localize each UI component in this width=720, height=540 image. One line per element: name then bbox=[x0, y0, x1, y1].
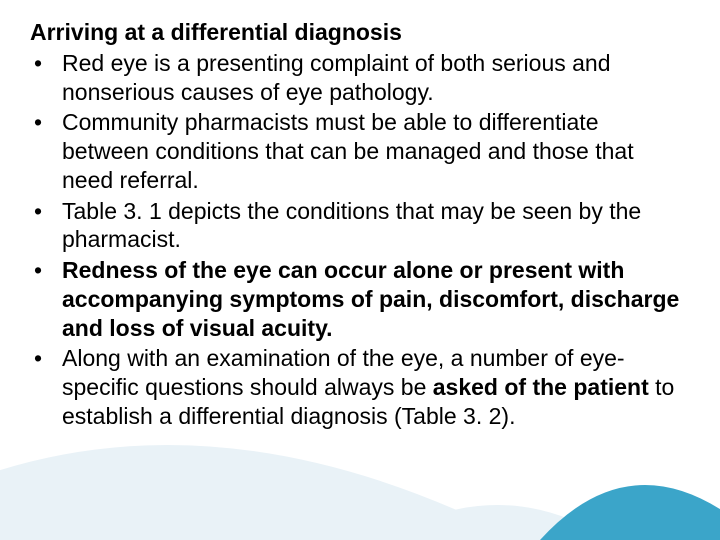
text-bold: Redness of the eye can occur alone or pr… bbox=[62, 257, 679, 341]
text-pre: Community pharmacists must be able to di… bbox=[62, 109, 634, 193]
list-item: • Along with an examination of the eye, … bbox=[30, 344, 690, 430]
list-item: • Community pharmacists must be able to … bbox=[30, 108, 690, 194]
slide: Arriving at a differential diagnosis • R… bbox=[0, 0, 720, 540]
bullet-text: Redness of the eye can occur alone or pr… bbox=[62, 256, 690, 342]
bullet-marker: • bbox=[30, 49, 62, 107]
bullet-text: Community pharmacists must be able to di… bbox=[62, 108, 690, 194]
bullet-text: Along with an examination of the eye, a … bbox=[62, 344, 690, 430]
bullet-marker: • bbox=[30, 197, 62, 255]
bullet-marker: • bbox=[30, 108, 62, 194]
text-pre: Red eye is a presenting complaint of bot… bbox=[62, 50, 611, 105]
bullet-list: • Red eye is a presenting complaint of b… bbox=[30, 49, 690, 431]
bullet-marker: • bbox=[30, 256, 62, 342]
slide-heading: Arriving at a differential diagnosis bbox=[30, 18, 690, 47]
text-pre: Table 3. 1 depicts the conditions that m… bbox=[62, 198, 641, 253]
text-bold: asked of the patient bbox=[433, 374, 649, 400]
list-item: • Red eye is a presenting complaint of b… bbox=[30, 49, 690, 107]
bullet-text: Table 3. 1 depicts the conditions that m… bbox=[62, 197, 690, 255]
list-item: • Redness of the eye can occur alone or … bbox=[30, 256, 690, 342]
list-item: • Table 3. 1 depicts the conditions that… bbox=[30, 197, 690, 255]
bullet-marker: • bbox=[30, 344, 62, 430]
bullet-text: Red eye is a presenting complaint of bot… bbox=[62, 49, 690, 107]
